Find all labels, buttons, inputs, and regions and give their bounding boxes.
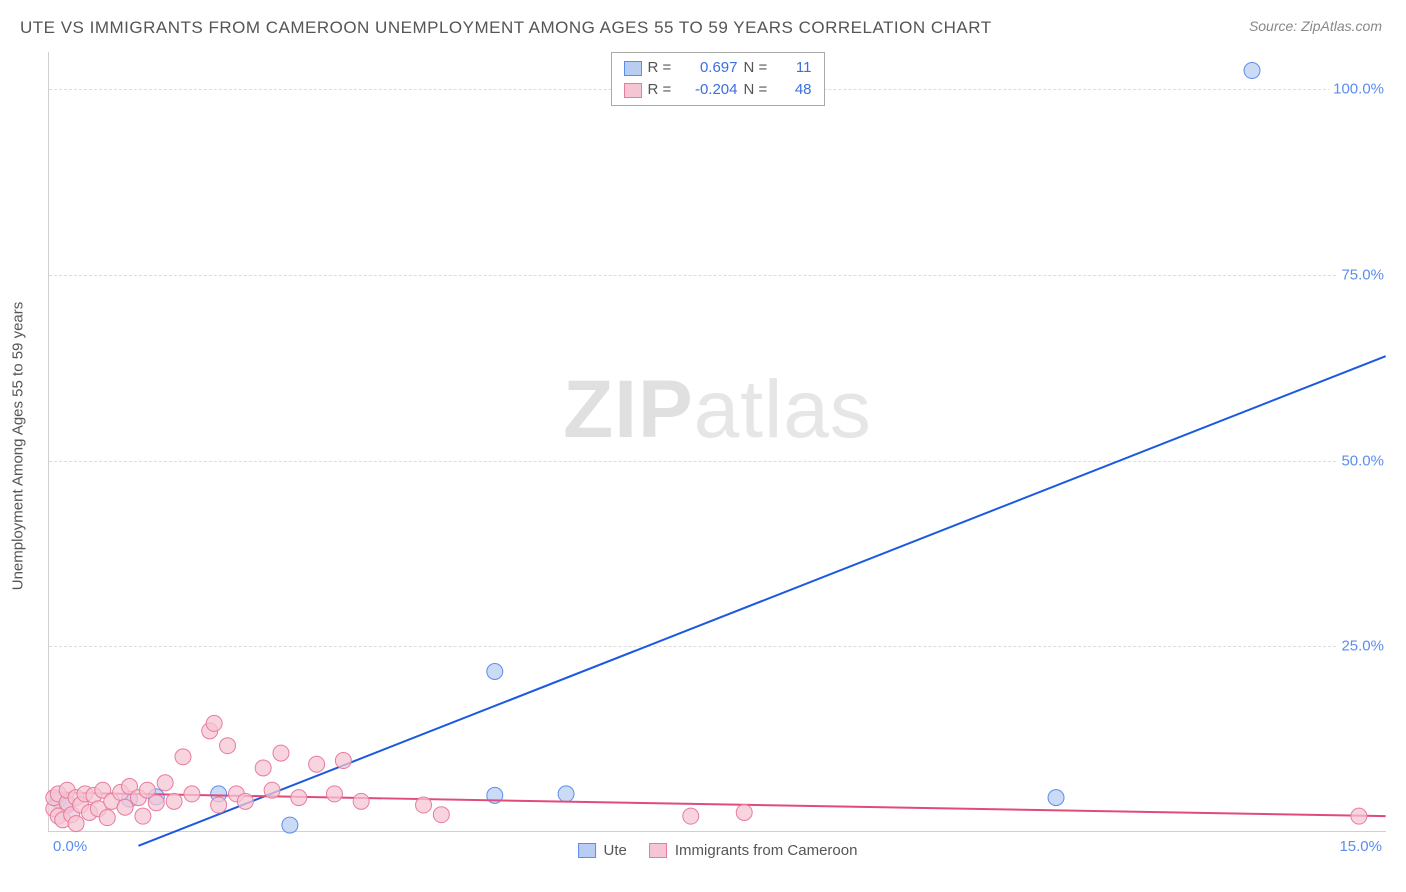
data-point (487, 664, 503, 680)
data-point (273, 745, 289, 761)
data-point (157, 775, 173, 791)
swatch-icon (578, 843, 596, 858)
data-point (135, 808, 151, 824)
regression-line (138, 356, 1385, 846)
data-point (558, 786, 574, 802)
swatch-icon (624, 83, 642, 98)
stat-r-value: -0.204 (682, 79, 738, 101)
data-point (291, 790, 307, 806)
data-point (68, 816, 84, 832)
legend-label: Immigrants from Cameroon (675, 842, 858, 859)
data-point (220, 738, 236, 754)
data-point (309, 756, 325, 772)
data-point (117, 799, 133, 815)
legend-label: Ute (604, 842, 627, 859)
data-point (326, 786, 342, 802)
swatch-icon (624, 61, 642, 76)
data-point (206, 715, 222, 731)
chart-title: UTE VS IMMIGRANTS FROM CAMEROON UNEMPLOY… (20, 18, 992, 38)
data-point (736, 804, 752, 820)
stat-n-value: 11 (778, 57, 812, 79)
data-point (683, 808, 699, 824)
swatch-icon (649, 843, 667, 858)
data-point (433, 807, 449, 823)
y-axis-label: Unemployment Among Ages 55 to 59 years (10, 302, 27, 591)
stat-n-value: 48 (778, 79, 812, 101)
data-point (353, 793, 369, 809)
stats-row: R = 0.697 N = 11 (624, 57, 812, 79)
data-point (264, 782, 280, 798)
source-attribution: Source: ZipAtlas.com (1249, 18, 1382, 34)
data-point (166, 793, 182, 809)
stat-n-label: N = (744, 57, 772, 79)
stats-row: R = -0.204 N = 48 (624, 79, 812, 101)
data-point (282, 817, 298, 833)
data-point (211, 797, 227, 813)
data-point (416, 797, 432, 813)
chart-svg (49, 52, 1386, 831)
x-axis-max: 15.0% (1339, 838, 1382, 855)
data-point (99, 810, 115, 826)
data-point (335, 753, 351, 769)
data-point (237, 793, 253, 809)
data-point (1048, 790, 1064, 806)
legend: Ute Immigrants from Cameroon (578, 842, 858, 859)
stat-r-label: R = (648, 79, 676, 101)
data-point (175, 749, 191, 765)
stats-box: R = 0.697 N = 11 R = -0.204 N = 48 (611, 52, 825, 106)
legend-item: Immigrants from Cameroon (649, 842, 858, 859)
legend-item: Ute (578, 842, 627, 859)
stat-n-label: N = (744, 79, 772, 101)
data-point (148, 795, 164, 811)
x-axis-min: 0.0% (53, 838, 87, 855)
stat-r-label: R = (648, 57, 676, 79)
data-point (255, 760, 271, 776)
data-point (184, 786, 200, 802)
data-point (1351, 808, 1367, 824)
data-point (1244, 63, 1260, 79)
plot-area: ZIPatlas 25.0%50.0%75.0%100.0% R =0.697N… (48, 52, 1386, 832)
stat-r-value: 0.697 (682, 57, 738, 79)
